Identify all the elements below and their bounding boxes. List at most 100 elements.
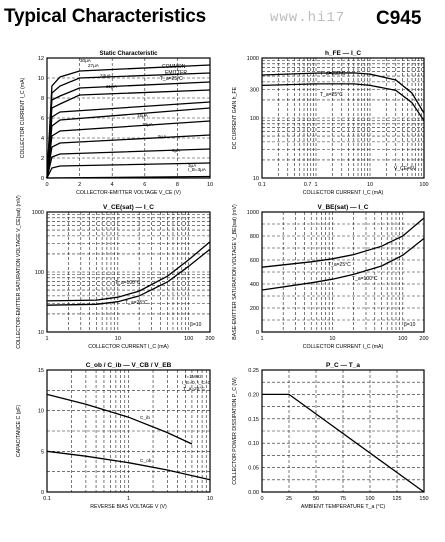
x-tick-label: 2 (78, 182, 81, 188)
series-label: 21μA (106, 84, 118, 89)
x-tick-label: 0.1 (43, 496, 51, 502)
plot-group: 0 2 4 6 8 10 0 2 4 6 8 10 12 COLLECTOR-EMITTER VOLTAG… (20, 51, 213, 196)
series-line (46, 64, 211, 179)
x-tick-label: 50 (313, 496, 319, 502)
y-tick-label: 10 (253, 176, 259, 182)
y-tick-label: 800 (250, 234, 259, 240)
y-axis-label: COLLECTOR POWER DISSIPATION P_C (W) (232, 377, 238, 485)
annotation: T_a=100°C (115, 280, 141, 286)
x-tick-label: 100 (419, 182, 428, 188)
series-label: 6μA (172, 148, 181, 153)
series-line (46, 101, 211, 179)
x-tick-label: 1 (45, 336, 48, 342)
x-tick-label: 1 (260, 336, 263, 342)
series-label: C_ob (140, 458, 152, 464)
series-label: 27μA (88, 63, 100, 68)
x-tick-label: 10 (115, 336, 121, 342)
x-tick-label: 0 (45, 182, 48, 188)
y-tick-label: 300 (250, 87, 259, 93)
y-tick-label: 8 (41, 96, 44, 102)
x-axis-label: COLLECTOR CURRENT I_C (mA) (88, 344, 169, 350)
series-label: I_B=3μA (188, 167, 207, 172)
series-line (46, 162, 211, 179)
x-tick-label: 1 (127, 496, 130, 502)
static-characteristic-chart: 0 2 4 6 8 10 0 2 4 6 8 10 12 COLLECTOR-EMITTER VOLTAG… (20, 51, 213, 196)
chart-title: P_C — T_a (326, 362, 360, 369)
y-tick-label: 10 (38, 330, 44, 336)
series-label: C_ib (140, 415, 150, 421)
annotation: T_a=25°C (125, 300, 148, 306)
x-axis-label: AMBIENT TEMPERATURE T_a (°C) (301, 504, 385, 510)
y-tick-label: 0 (256, 330, 259, 336)
annotation: T_a=100°C (320, 71, 346, 77)
x-tick-label: 25 (286, 496, 292, 502)
plot-group: 1 10 100 200 0 200 400 600 800 1000 COLLECTOR CURR… (232, 204, 429, 350)
series-label: 9μA (158, 134, 167, 139)
annotation: T_a=25°C (320, 92, 343, 98)
series-line (46, 134, 211, 179)
vbe-sat-chart: 1 10 100 200 0 200 400 600 800 1000 COLLECTOR CURR… (232, 204, 429, 350)
series-label: 15μA (137, 113, 149, 118)
series-label: 12μA (142, 122, 154, 127)
x-tick-label: 10 (207, 496, 213, 502)
annotation: T_a=25°C (183, 386, 205, 392)
plot-frame (46, 211, 211, 333)
series-line (46, 148, 211, 179)
plot-frame (46, 57, 211, 179)
x-axis-label: COLLECTOR CURRENT I_C (mA) (303, 190, 384, 196)
series-label: 3μA (188, 163, 197, 168)
plot-group: 0 25 50 75 100 125 150 0.00 0.05 0.10 0.15 0.20 0.25… (232, 362, 429, 510)
y-tick-label: 10 (38, 409, 44, 415)
x-axis-label: REVERSE BIAS VOLTAGE V (V) (90, 504, 167, 510)
series-label: 30μA (80, 58, 92, 63)
chart-title: Static Characteristic (99, 51, 158, 57)
y-tick-label: 600 (250, 258, 259, 264)
plot-group: 0.1 0.7 1 10 100 10 100 300 1000 COLLECTOR CURREN… (232, 50, 429, 196)
x-tick-label: 75 (340, 496, 346, 502)
annotation: T_a=100°C (352, 276, 378, 282)
y-tick-label: 1000 (247, 210, 259, 216)
plot-frame (261, 369, 425, 493)
x-tick-label: 1 (314, 182, 317, 188)
y-tick-label: 0.25 (248, 368, 259, 374)
x-tick-label: 150 (419, 496, 428, 502)
annotation: I_E=0, I_C=0 (182, 380, 211, 386)
annotation: f=1MHz (185, 374, 202, 380)
y-tick-label: 6 (41, 116, 44, 122)
part-number: C945 (376, 8, 422, 29)
y-tick-label: 200 (250, 306, 259, 312)
series-line (46, 72, 211, 179)
x-tick-label: 10 (207, 182, 213, 188)
y-tick-label: 4 (41, 136, 44, 142)
watermark-text: www.hi17 (270, 10, 346, 26)
y-tick-label: 100 (35, 270, 44, 276)
x-tick-label: 200 (205, 336, 214, 342)
y-tick-label: 10 (38, 76, 44, 82)
chart-title: V_BE(sat) — I_C (318, 204, 369, 211)
chart-title: C_ob / C_ib — V_CB / V_EB (86, 362, 172, 369)
y-axis-label: COLLECTOR-EMITTER SATURATION VOLTAGE V_C… (16, 195, 22, 349)
series-line (46, 248, 211, 306)
annotation: T_a=25°C (328, 262, 351, 268)
annotation: β=10 (404, 322, 416, 328)
y-tick-label: 15 (38, 368, 44, 374)
x-axis-label: COLLECTOR-EMITTER VOLTAGE V_CE (V) (76, 190, 181, 196)
series-line (46, 175, 211, 179)
y-tick-label: 0.20 (248, 392, 259, 398)
y-tick-label: 12 (38, 56, 44, 62)
x-tick-label: 6 (143, 182, 146, 188)
x-tick-label: 100 (184, 336, 193, 342)
series-line (261, 217, 425, 268)
y-tick-label: 400 (250, 282, 259, 288)
x-tick-label: 0 (260, 496, 263, 502)
series-line (46, 450, 211, 481)
series-line (261, 237, 425, 291)
plot-frame (261, 57, 425, 179)
chart-title: V_CE(sat) — I_C (103, 204, 154, 211)
y-axis-label: COLLECTOR CURRENT I_C (mA) (20, 77, 26, 158)
annotation: T_a=25°C (160, 76, 183, 82)
capacitance-chart: 0.1 1 10 0 5 10 15 REVERSE BIAS VOLTAGE V (V) CA… (16, 362, 213, 510)
x-tick-label: 10 (329, 336, 335, 342)
y-tick-label: 0.15 (248, 417, 259, 423)
